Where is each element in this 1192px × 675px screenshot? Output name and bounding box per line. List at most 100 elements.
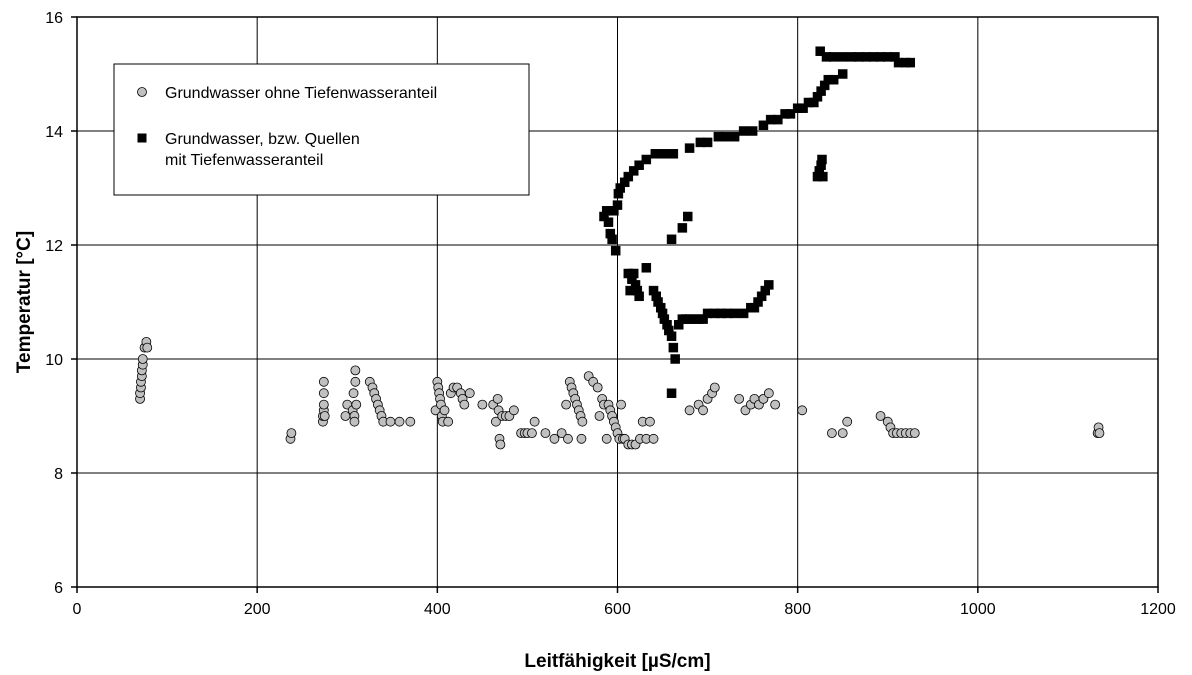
data-point <box>612 200 623 210</box>
data-point <box>509 405 519 416</box>
data-point <box>670 354 680 364</box>
x-tick-label: 1000 <box>960 601 996 618</box>
y-tick-label: 14 <box>45 124 63 141</box>
data-point <box>648 433 659 444</box>
data-point <box>610 245 621 256</box>
data-point <box>875 411 886 421</box>
data-point <box>837 428 848 439</box>
data-point <box>594 411 605 421</box>
data-point <box>763 388 774 399</box>
data-point <box>641 154 652 165</box>
data-point <box>641 263 652 273</box>
data-point <box>556 428 567 439</box>
data-point <box>684 405 695 416</box>
data-point <box>770 399 781 410</box>
data-point <box>666 388 677 398</box>
data-point <box>385 416 396 427</box>
data-point <box>758 120 769 131</box>
data-point <box>828 74 839 85</box>
data-point <box>623 171 634 182</box>
data-point <box>561 399 572 410</box>
data-point <box>666 234 677 245</box>
y-tick-label: 10 <box>45 352 63 369</box>
data-point <box>142 342 153 353</box>
legend-label: Grundwasser ohne Tiefenwasseranteil <box>165 85 437 102</box>
y-tick-label: 12 <box>45 238 63 255</box>
data-point <box>734 393 745 404</box>
data-point <box>905 57 916 68</box>
data-point <box>683 211 693 222</box>
data-point <box>815 46 825 56</box>
legend-marker-square <box>137 133 147 143</box>
y-axis-title: Temperatur [°C] <box>14 231 35 373</box>
data-point <box>492 393 503 404</box>
data-point <box>348 388 359 399</box>
axis-ticks: 0 200 400 600 800 1000 1200 6 8 10 12 14 16 <box>45 10 1176 618</box>
data-point <box>698 405 708 416</box>
data-point <box>603 217 614 227</box>
x-axis-title: Leitfähigkeit [µS/cm] <box>524 651 710 672</box>
data-point <box>797 405 808 416</box>
data-point <box>318 376 329 387</box>
data-point <box>137 354 148 364</box>
data-point <box>592 382 603 393</box>
data-point <box>747 126 758 136</box>
data-point <box>645 416 655 427</box>
data-point <box>464 388 475 399</box>
data-point <box>709 382 720 393</box>
data-point <box>668 149 679 159</box>
data-point <box>818 171 828 182</box>
data-point <box>490 416 501 427</box>
x-tick-label: 200 <box>244 601 271 618</box>
data-point <box>798 103 808 113</box>
data-point <box>405 416 416 427</box>
data-point <box>729 131 740 142</box>
series-1 <box>135 336 1105 450</box>
data-point <box>785 109 796 119</box>
data-point <box>650 149 661 159</box>
x-tick-label: 600 <box>604 601 631 618</box>
x-tick-label: 800 <box>784 601 811 618</box>
data-point <box>563 433 573 444</box>
data-point <box>628 268 639 279</box>
data-point <box>702 137 713 148</box>
legend-label: Grundwasser, bzw. Quellen mit Tiefenwasse… <box>165 131 360 169</box>
data-point <box>677 223 688 233</box>
data-point <box>349 416 360 427</box>
data-point <box>394 416 405 427</box>
y-tick-label: 16 <box>45 10 63 27</box>
data-point <box>817 154 827 165</box>
x-tick-label: 1200 <box>1140 601 1176 618</box>
data-points <box>135 46 1105 450</box>
x-tick-label: 0 <box>73 601 82 618</box>
y-tick-label: 6 <box>54 580 63 597</box>
data-point <box>527 428 537 439</box>
data-point <box>601 433 612 444</box>
data-point <box>720 131 731 142</box>
data-point <box>738 126 749 136</box>
data-point <box>628 166 639 176</box>
data-point <box>350 365 361 376</box>
data-point <box>738 308 749 319</box>
data-point <box>842 416 853 427</box>
data-point <box>634 291 644 302</box>
legend-marker-circle <box>137 87 147 97</box>
data-point <box>1094 428 1105 439</box>
data-point <box>350 376 361 387</box>
data-point <box>616 399 627 410</box>
legend: Grundwasser ohne Tiefenwasseranteil Grund… <box>113 63 530 196</box>
data-point <box>773 114 783 125</box>
data-point <box>318 388 329 399</box>
series-2 <box>599 46 916 398</box>
data-point <box>351 399 362 410</box>
data-point <box>319 411 330 421</box>
data-point <box>318 399 329 410</box>
data-point <box>443 416 454 427</box>
data-point <box>764 280 774 290</box>
legend-box <box>113 63 530 196</box>
data-point <box>668 342 679 353</box>
y-tick-label: 8 <box>54 466 63 483</box>
data-point <box>909 428 920 439</box>
data-point <box>666 331 677 341</box>
